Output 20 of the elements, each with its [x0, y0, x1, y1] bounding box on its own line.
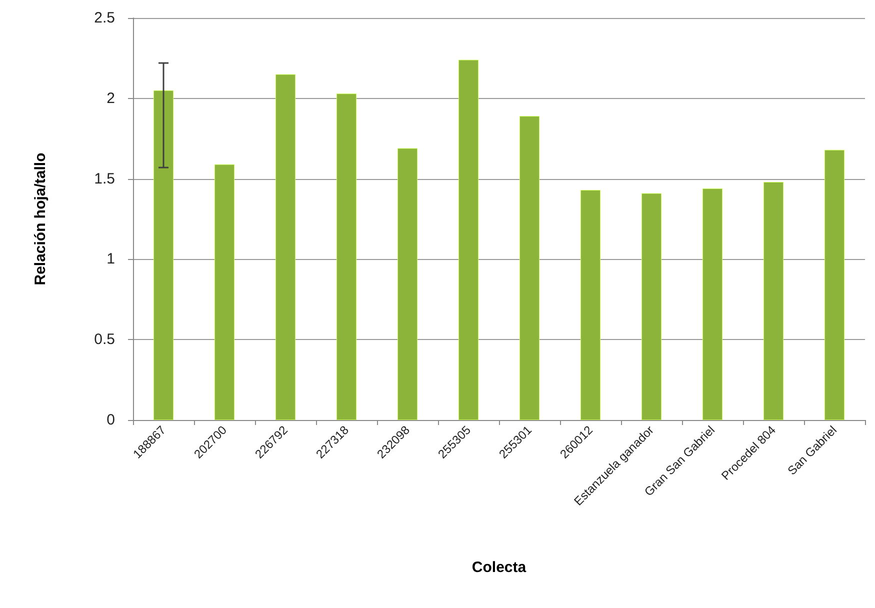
bar: [458, 60, 478, 420]
y-tick-label: 2.5: [94, 10, 115, 26]
bar: [336, 94, 356, 420]
y-tick-label: 2: [106, 90, 115, 107]
x-axis-title: Colecta: [472, 559, 527, 576]
y-tick-label: 0.5: [94, 331, 115, 348]
y-tick-label: 0: [106, 412, 115, 428]
y-axis-title: Relación hoja/tallo: [32, 152, 49, 286]
bar: [520, 116, 540, 420]
bar: [702, 188, 722, 420]
bar: [154, 90, 174, 420]
bar: [214, 164, 234, 420]
bar: [398, 148, 418, 420]
bar: [824, 150, 844, 420]
y-tick-label: 1.5: [94, 170, 115, 188]
bar: [276, 74, 296, 420]
bar: [642, 193, 662, 420]
bar: [764, 182, 784, 420]
y-tick-label: 1: [106, 250, 115, 268]
bar: [580, 190, 600, 420]
